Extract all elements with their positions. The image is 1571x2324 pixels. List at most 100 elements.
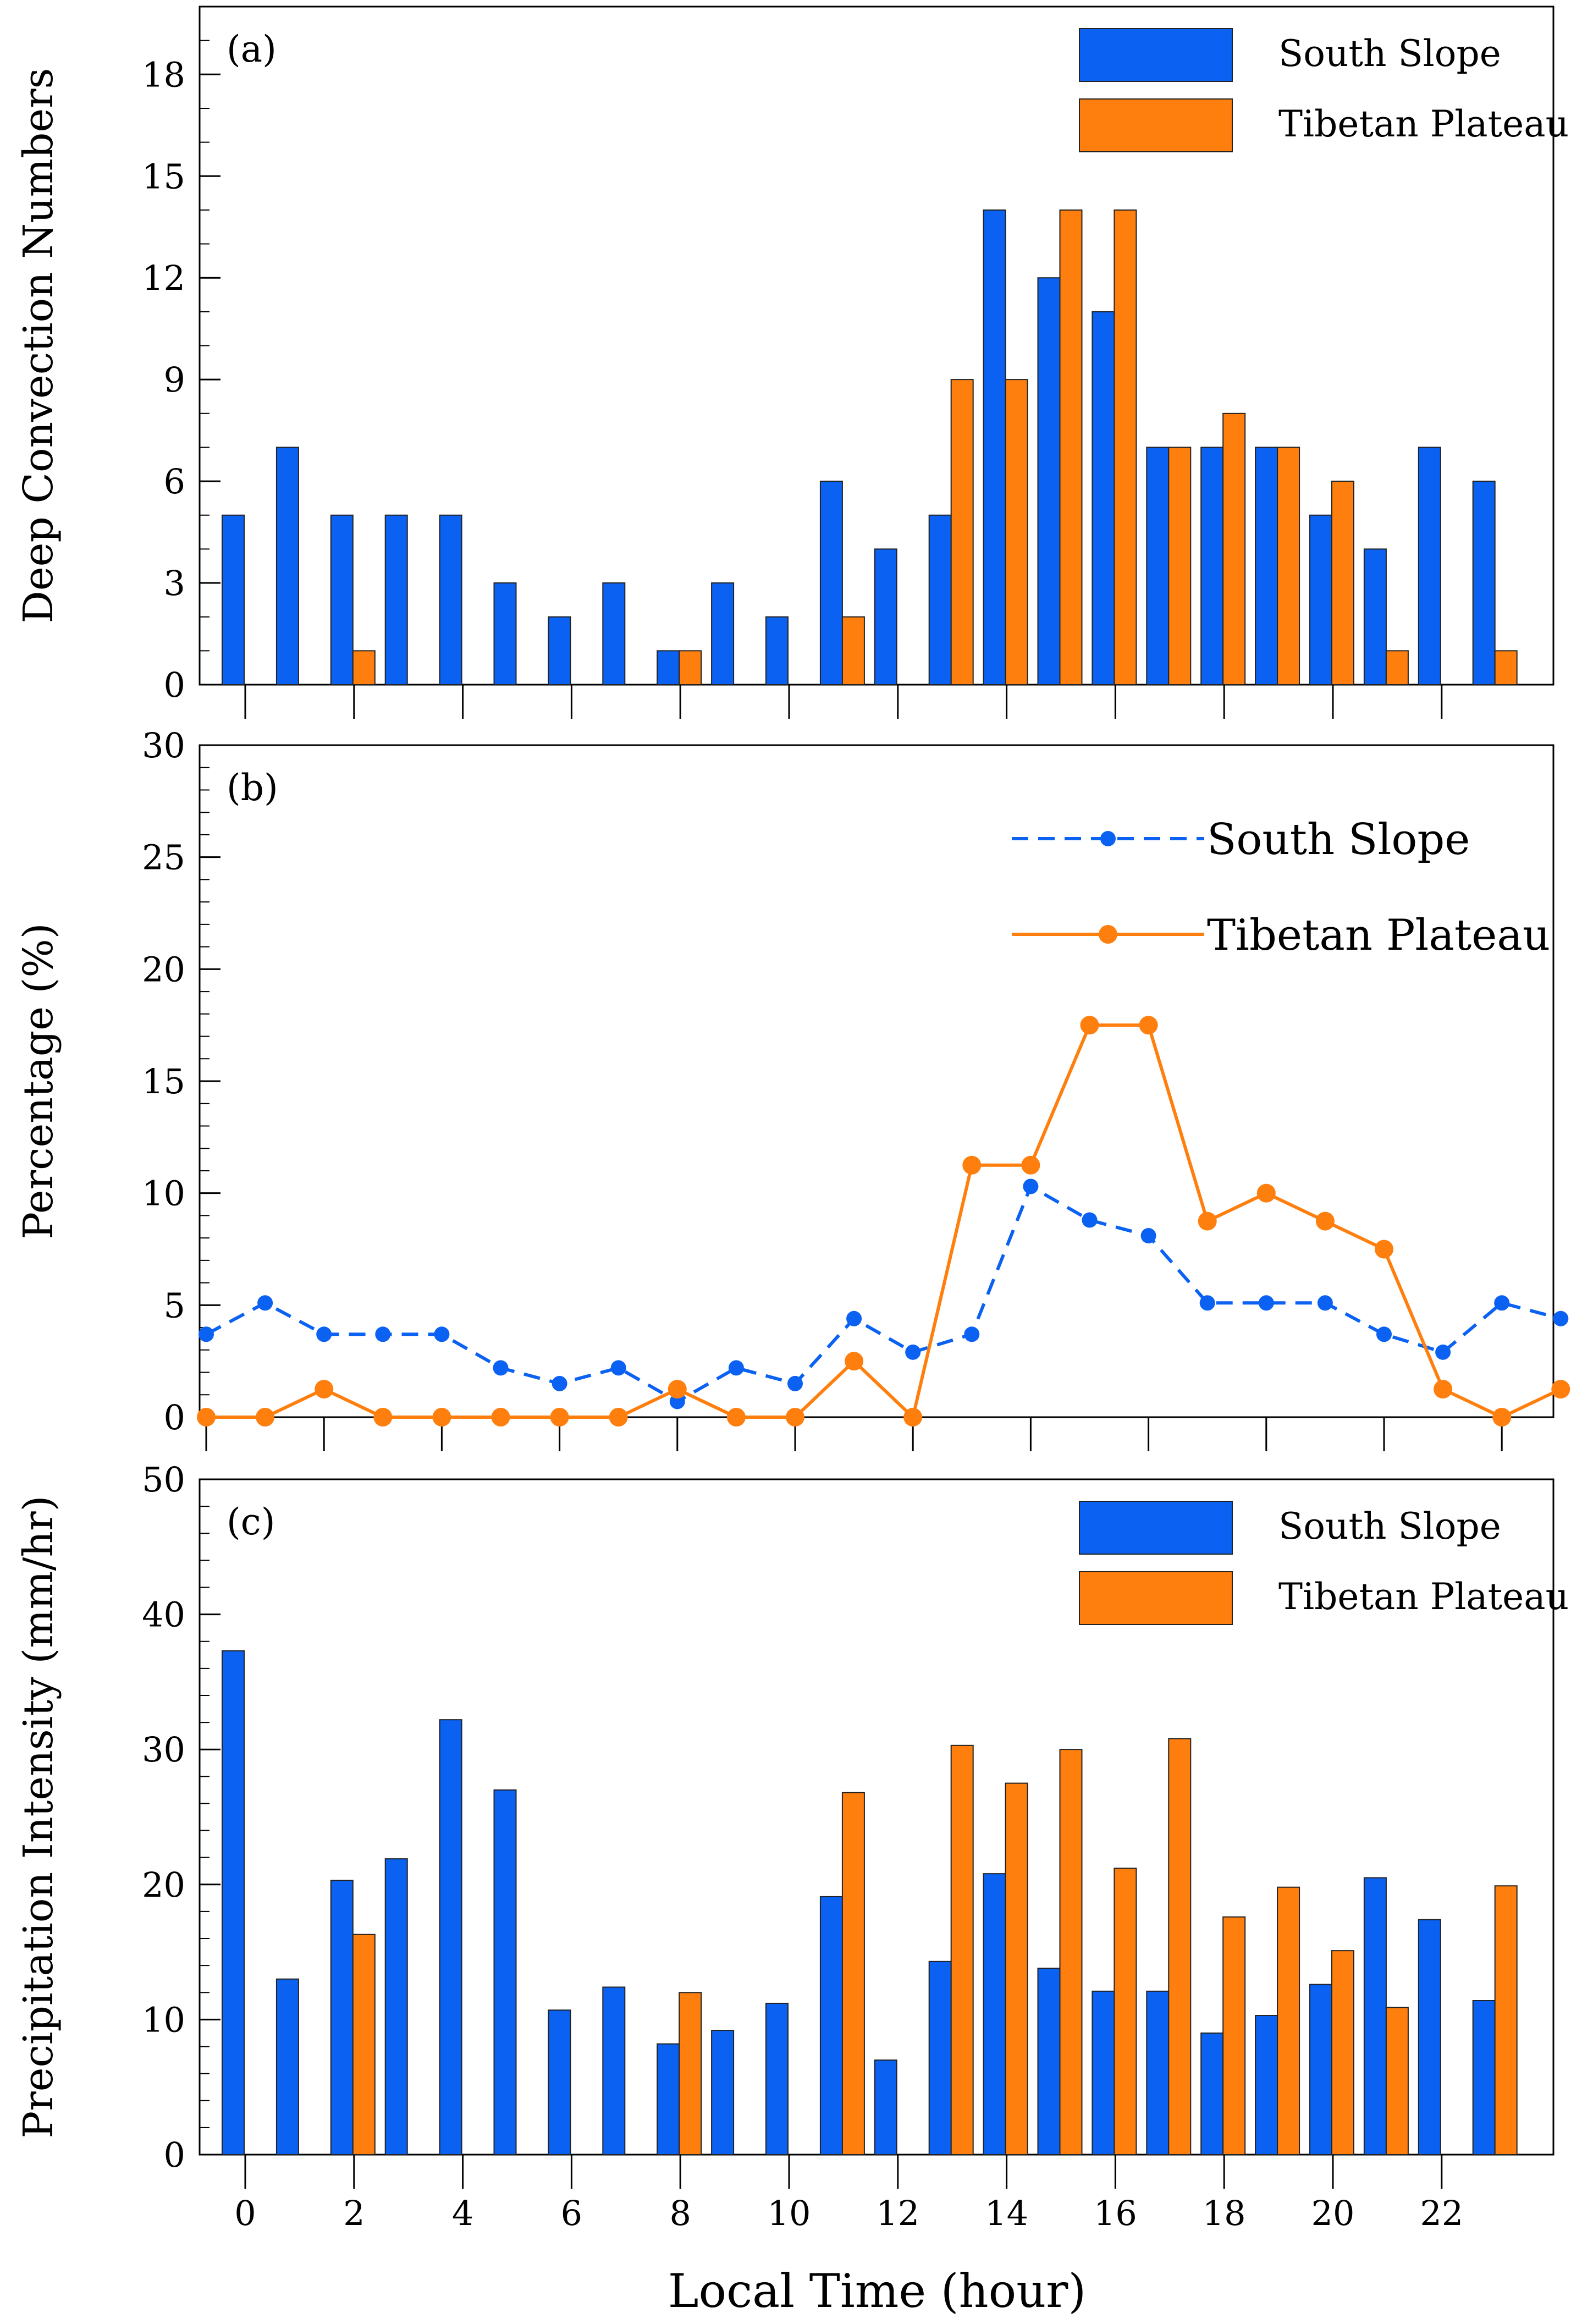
bar-south-slope [765,616,789,685]
x-tick-label: 4 [452,2193,473,2233]
bar-south-slope [602,1986,626,2156]
point-south-slope [1494,1295,1510,1311]
bar-south-slope [1092,1990,1115,2155]
legend-swatch-south-slope [1079,28,1233,82]
bar-south-slope [330,514,354,685]
y-tick-label: 15 [142,156,185,196]
bar-south-slope [1363,548,1387,686]
y-axis-title: Percentage (%) [15,923,62,1239]
bar-south-slope [602,582,626,686]
bar-tibetan-plateau [1114,209,1137,685]
point-south-slope [787,1375,803,1391]
point-south-slope [552,1375,567,1391]
bar-south-slope [1092,311,1115,685]
bar-south-slope [275,447,299,685]
y-tick-label: 15 [142,1061,185,1102]
bar-tibetan-plateau [1168,1738,1192,2155]
bar-south-slope [493,1789,517,2155]
point-tibetan-plateau [315,1380,334,1399]
bar-tibetan-plateau [352,1934,376,2156]
bar-tibetan-plateau [1168,447,1192,685]
bar-south-slope [1037,277,1061,685]
y-tick-label: 25 [142,838,185,878]
bar-south-slope [983,1873,1006,2156]
bar-south-slope [1418,1919,1441,2155]
legend-label: South Slope [1278,32,1501,75]
bar-south-slope [819,1896,843,2156]
point-tibetan-plateau [726,1408,746,1427]
point-south-slope [1317,1295,1333,1311]
bar-tibetan-plateau [841,1792,865,2155]
point-tibetan-plateau [256,1408,275,1427]
point-tibetan-plateau [1256,1183,1276,1203]
y-tick-label: 6 [164,461,185,502]
legend-label: Tibetan Plateau [1278,1576,1569,1618]
y-tick-label: 10 [142,1174,185,1214]
point-tibetan-plateau [1139,1016,1158,1035]
bar-south-slope [1200,447,1224,685]
bar-south-slope [819,481,843,685]
bar-tibetan-plateau [1059,1749,1083,2155]
bar-tibetan-plateau [1494,1885,1518,2156]
bar-south-slope [384,514,408,685]
y-tick-label: 18 [142,54,185,95]
bar-south-slope [928,1960,952,2155]
point-south-slope [905,1344,921,1360]
bar-south-slope [1037,1968,1061,2156]
bar-tibetan-plateau [1385,650,1409,685]
legend-marker [1100,831,1116,846]
bar-south-slope [657,650,680,685]
y-axis-title: Deep Convection Numbers [15,68,62,624]
bar-tibetan-plateau [1385,2007,1409,2155]
y-tick-label: 30 [142,1730,185,1770]
bar-south-slope [1255,2015,1278,2155]
panel-label: (b) [227,767,278,809]
y-tick-label: 12 [142,258,185,298]
bar-south-slope [1200,2032,1224,2155]
point-tibetan-plateau [1315,1211,1335,1231]
x-tick-label: 22 [1420,2193,1463,2233]
bar-south-slope [439,514,462,685]
point-tibetan-plateau [1198,1211,1217,1231]
legend-label: South Slope [1207,815,1470,864]
point-tibetan-plateau [609,1408,628,1427]
panel-label: (a) [227,28,277,70]
y-tick-label: 10 [142,2000,185,2040]
point-tibetan-plateau [1492,1408,1512,1427]
y-tick-label: 40 [142,1595,185,1635]
y-axis-title: Precipitation Intensity (mm/hr) [15,1496,62,2139]
line-tibetan-plateau [206,1023,1562,1420]
bar-tibetan-plateau [1277,1886,1300,2155]
bar-tibetan-plateau [1059,209,1083,685]
point-south-slope [1199,1295,1215,1311]
legend-swatch-south-slope [1079,1501,1233,1555]
point-south-slope [257,1295,273,1311]
y-tick-label: 50 [142,1460,185,1500]
point-tibetan-plateau [1080,1016,1099,1035]
y-tick-label: 9 [164,360,185,400]
bar-south-slope [874,2059,897,2156]
x-tick-label: 12 [876,2193,919,2233]
bar-tibetan-plateau [679,650,702,685]
point-south-slope [1553,1310,1569,1326]
bar-south-slope [765,2002,789,2155]
point-south-slope [1258,1295,1274,1311]
point-tibetan-plateau [197,1408,216,1427]
point-south-slope [1082,1212,1098,1228]
bar-south-slope [1363,1877,1387,2156]
bar-south-slope [874,548,897,686]
point-tibetan-plateau [786,1408,804,1427]
x-tick-label: 14 [985,2193,1028,2233]
bar-tibetan-plateau [841,616,865,685]
bar-south-slope [657,2043,680,2155]
bar-tibetan-plateau [1222,412,1246,685]
y-tick-label: 0 [164,2135,185,2175]
y-tick-label: 20 [142,949,185,989]
point-tibetan-plateau [903,1408,923,1427]
bar-south-slope [1418,447,1441,685]
bar-tibetan-plateau [352,650,376,685]
y-tick-label: 30 [142,725,185,766]
x-tick-label: 0 [234,2193,256,2233]
